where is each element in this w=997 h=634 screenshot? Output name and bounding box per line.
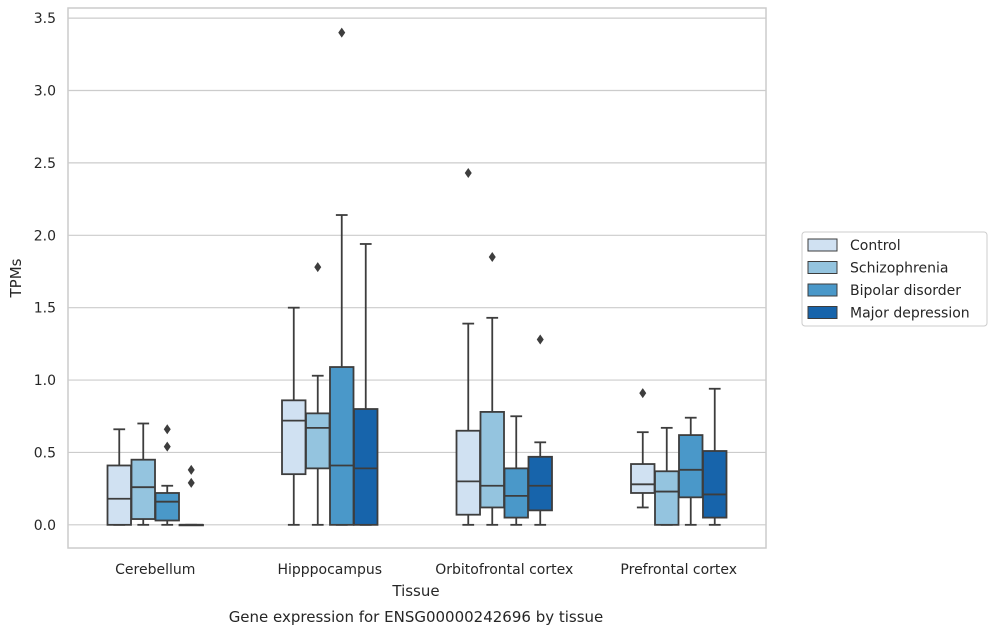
x-tick-label: Prefrontal cortex (620, 562, 737, 578)
y-tick-label: 1.5 (34, 301, 56, 317)
legend-swatch (807, 261, 838, 274)
plot-area (67, 7, 767, 549)
box-2-2 (503, 415, 529, 526)
box-body (702, 450, 728, 519)
outlier-point (314, 262, 322, 273)
legend-label: Schizophrenia (850, 261, 948, 277)
box-0-0 (106, 428, 132, 526)
box-body (455, 429, 481, 516)
box-0-1 (130, 422, 156, 526)
outlier-point (163, 441, 171, 452)
box-body (281, 399, 307, 476)
box-body (503, 467, 529, 519)
box-2-0 (455, 168, 481, 526)
outlier-point (639, 388, 647, 399)
box-2-3 (527, 334, 553, 526)
boxes (106, 27, 728, 527)
y-tick-label: 1.0 (34, 373, 56, 389)
y-axis-ticks: 0.0 0.5 1.0 1.5 2.0 2.5 3.0 3.5 (34, 11, 56, 534)
x-axis-ticks: Cerebellum Hipppocampus Orbitofrontal cort… (115, 562, 737, 578)
box-1-2 (329, 27, 355, 526)
box-body (527, 455, 553, 512)
y-axis-label: TPMs (7, 258, 25, 298)
box-3-0 (630, 388, 656, 509)
box-1-0 (281, 306, 307, 526)
outlier-point (488, 252, 496, 263)
box-body (305, 412, 331, 470)
legend-frame (801, 231, 988, 327)
legend-label: Control (850, 238, 901, 254)
outlier-point (163, 424, 171, 435)
legend-swatch (807, 306, 838, 319)
box-body (130, 458, 156, 520)
figure-caption: Gene expression for ENSG00000242696 by t… (229, 608, 604, 626)
box-body (479, 411, 505, 509)
box-3-1 (654, 426, 680, 526)
box-body (353, 408, 379, 526)
box-body (654, 470, 680, 526)
outlier-point (338, 27, 346, 38)
box-3-3 (702, 387, 728, 526)
box-3-2 (678, 416, 704, 526)
box-1-1 (305, 262, 331, 526)
legend-label: Major depression (850, 306, 970, 322)
legend-swatch (807, 238, 838, 252)
box-body (678, 434, 704, 499)
legend-swatch (807, 283, 838, 297)
box-2-1 (479, 252, 505, 526)
x-tick-label: Cerebellum (115, 562, 195, 578)
legend-label: Bipolar disorder (850, 283, 961, 299)
y-tick-label: 3.5 (34, 11, 56, 27)
outlier-point (464, 168, 472, 179)
outlier-point (187, 464, 195, 475)
y-tick-label: 2.0 (34, 228, 56, 244)
gridlines (68, 17, 766, 526)
box-0-2 (154, 424, 180, 526)
y-tick-label: 3.0 (34, 84, 56, 100)
x-axis-label: Tissue (391, 582, 439, 600)
x-tick-label: Orbitofrontal cortex (435, 562, 573, 578)
y-tick-label: 0.0 (34, 518, 56, 534)
box-body (106, 464, 132, 526)
x-tick-label: Hipppocampus (277, 562, 382, 578)
box-body (329, 366, 355, 526)
box-1-3 (353, 243, 379, 526)
y-tick-label: 2.5 (34, 156, 56, 172)
box-body (154, 492, 180, 522)
outlier-point (536, 334, 544, 345)
plot-frame (67, 7, 767, 549)
y-tick-label: 0.5 (34, 445, 56, 461)
legend: Control Schizophrenia Bipolar disorder Majo… (801, 231, 988, 327)
box-body (630, 463, 656, 494)
outlier-point (187, 477, 195, 488)
box-0-3 (178, 464, 204, 527)
